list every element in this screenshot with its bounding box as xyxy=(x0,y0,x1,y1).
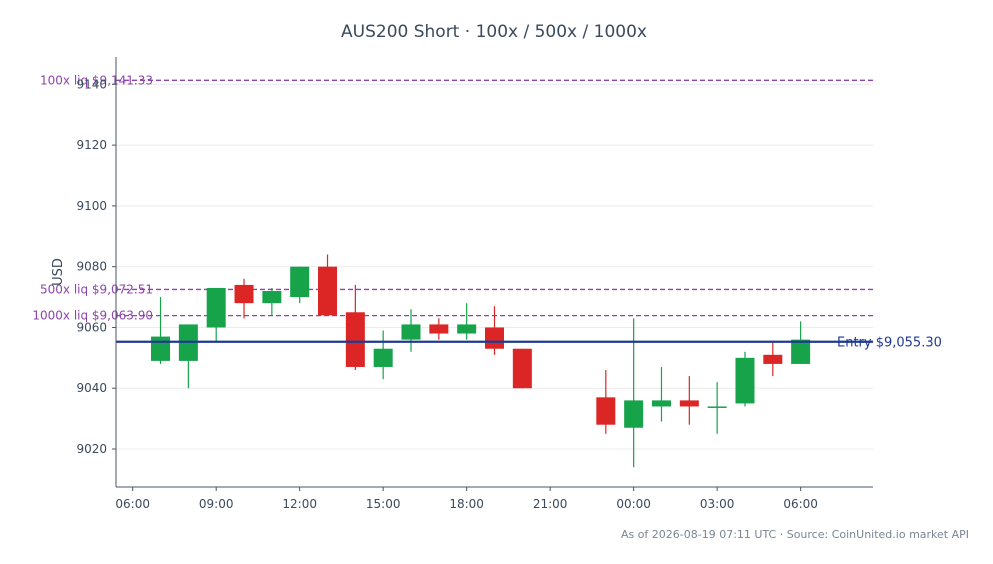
liq-label: 1000x liq $9,063.90 xyxy=(32,309,153,323)
liq-label: 100x liq $9,141.33 xyxy=(40,73,153,87)
candle-body xyxy=(429,324,449,334)
y-tick-label: 9120 xyxy=(76,138,107,152)
candle-body xyxy=(679,400,699,407)
axes xyxy=(115,57,873,488)
x-tick-label: 18:00 xyxy=(449,497,484,511)
candle-body xyxy=(318,266,338,316)
y-tick-label: 9080 xyxy=(76,260,107,274)
y-axis-label: USD xyxy=(51,258,66,286)
x-tick-label: 15:00 xyxy=(366,497,401,511)
x-axis-ticks: 06:00 09:00 12:00 15:00 18:00 21:00 00:00 03:00… xyxy=(115,487,818,511)
entry-label: Entry $9,055.30 xyxy=(837,336,942,351)
gridlines xyxy=(116,83,873,450)
candle-body xyxy=(707,406,727,408)
candles xyxy=(151,254,811,468)
candle-body xyxy=(457,324,477,334)
x-tick-label: 03:00 xyxy=(700,497,735,511)
candle-body xyxy=(624,400,644,428)
candle-body xyxy=(596,397,616,425)
candle-body xyxy=(234,284,254,304)
candle-body xyxy=(206,287,226,328)
y-tick-label: 9040 xyxy=(76,381,107,395)
candle-body xyxy=(763,354,783,364)
candle-body xyxy=(290,266,310,298)
x-tick-label: 00:00 xyxy=(616,497,651,511)
y-axis-ticks: 9020 9040 9060 9080 9100 9120 9140 xyxy=(76,77,116,456)
x-tick-label: 06:00 xyxy=(783,497,818,511)
y-tick-label: 9060 xyxy=(76,320,107,334)
candle-body xyxy=(512,348,532,389)
y-tick-label: 9020 xyxy=(76,442,107,456)
chart-title: AUS200 Short · 100x / 500x / 1000x xyxy=(341,22,647,42)
x-tick-label: 09:00 xyxy=(199,497,234,511)
x-tick-label: 21:00 xyxy=(533,497,568,511)
entry-level: Entry $9,055.30 xyxy=(116,336,942,351)
y-tick-label: 9100 xyxy=(76,199,107,213)
candle-body xyxy=(791,339,811,364)
candle-body xyxy=(651,400,671,407)
footer-caption: As of 2026-08-19 07:11 UTC · Source: Coi… xyxy=(621,528,969,541)
candle-body xyxy=(151,336,171,361)
candle-body xyxy=(373,348,393,367)
candle-body xyxy=(262,290,282,304)
candle-body xyxy=(485,327,504,349)
candle-body xyxy=(735,357,755,404)
candle-body xyxy=(345,312,365,367)
candle-body xyxy=(401,324,421,340)
liq-label: 500x liq $9,072.51 xyxy=(40,282,153,296)
y-tick-label: 9140 xyxy=(76,77,107,91)
liquidation-levels: 100x liq $9,141.33 500x liq $9,072.51 1000… xyxy=(32,73,873,323)
x-tick-label: 12:00 xyxy=(282,497,317,511)
x-tick-label: 06:00 xyxy=(115,497,150,511)
